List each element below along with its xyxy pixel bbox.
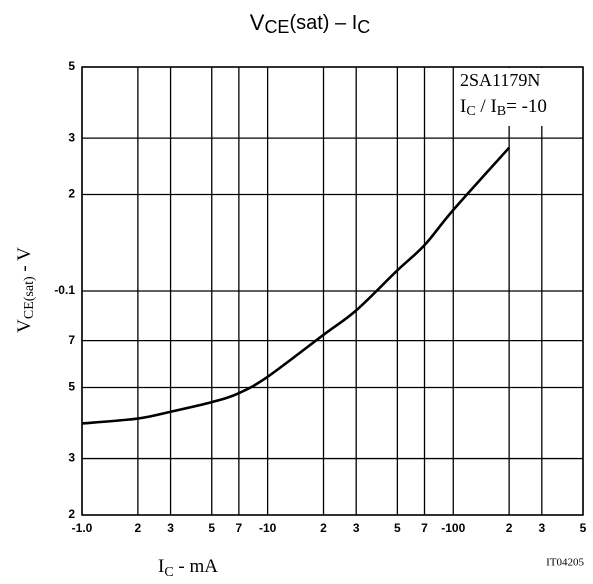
x-tick-label: -10: [259, 521, 277, 535]
x-tick-label: 3: [353, 521, 360, 535]
x-tick-label: 5: [208, 521, 215, 535]
y-tick-label: 3: [68, 130, 75, 144]
y-tick-label: 5: [68, 380, 75, 394]
curve: [81, 146, 511, 425]
axis-label-part: I: [158, 556, 164, 577]
annotation-condition: IC / IB= -10: [460, 96, 547, 119]
annotation-text: I: [460, 96, 466, 117]
axis-label-part: V: [14, 319, 35, 333]
title-part: C: [357, 17, 370, 37]
annotation-text: = -10: [506, 96, 547, 117]
y-tick-label: 2: [68, 507, 75, 521]
x-tick-label: -1.0: [72, 521, 93, 535]
annotation-text: B: [497, 104, 506, 119]
x-tick-label: 5: [394, 521, 401, 535]
axis-label-part: CE: [22, 301, 37, 319]
x-tick-label: 7: [421, 521, 428, 535]
annotation-box: [455, 68, 582, 126]
y-tick-label: 7: [68, 333, 75, 347]
y-tick-label: 3: [68, 451, 75, 465]
x-tick-label: 2: [320, 521, 327, 535]
title-part: (sat) – I: [289, 12, 357, 34]
y-tick-label: -0.1: [54, 283, 75, 297]
axis-label-part: (sat): [22, 276, 37, 301]
x-tick-label: -100: [441, 521, 465, 535]
title-part: CE: [264, 17, 289, 37]
title-part: V: [250, 10, 265, 35]
annotation-text: C: [466, 104, 475, 119]
annotation-part: 2SA1179N: [460, 70, 540, 90]
x-tick-label: 2: [506, 521, 513, 535]
axis-label-part: - mA: [174, 556, 219, 577]
x-tick-label: 3: [538, 521, 545, 535]
y-axis-label: VCE(sat) - V: [14, 247, 37, 333]
chart-title: VCE(sat) – IC: [250, 10, 371, 37]
x-tick-label: 5: [580, 521, 587, 535]
axis-label-part: - V: [14, 247, 35, 276]
x-axis-label: IC - mA: [158, 556, 218, 580]
y-tick-label: 5: [68, 59, 75, 73]
axis-label-part: C: [164, 565, 173, 580]
plot-frame: [81, 66, 584, 516]
x-tick-label: 3: [167, 521, 174, 535]
annotation-text: / I: [476, 96, 497, 117]
x-tick-label: 7: [236, 521, 243, 535]
x-tick-label: 2: [135, 521, 142, 535]
y-tick-label: 2: [68, 187, 75, 201]
figure-code: IT04205: [546, 557, 584, 569]
